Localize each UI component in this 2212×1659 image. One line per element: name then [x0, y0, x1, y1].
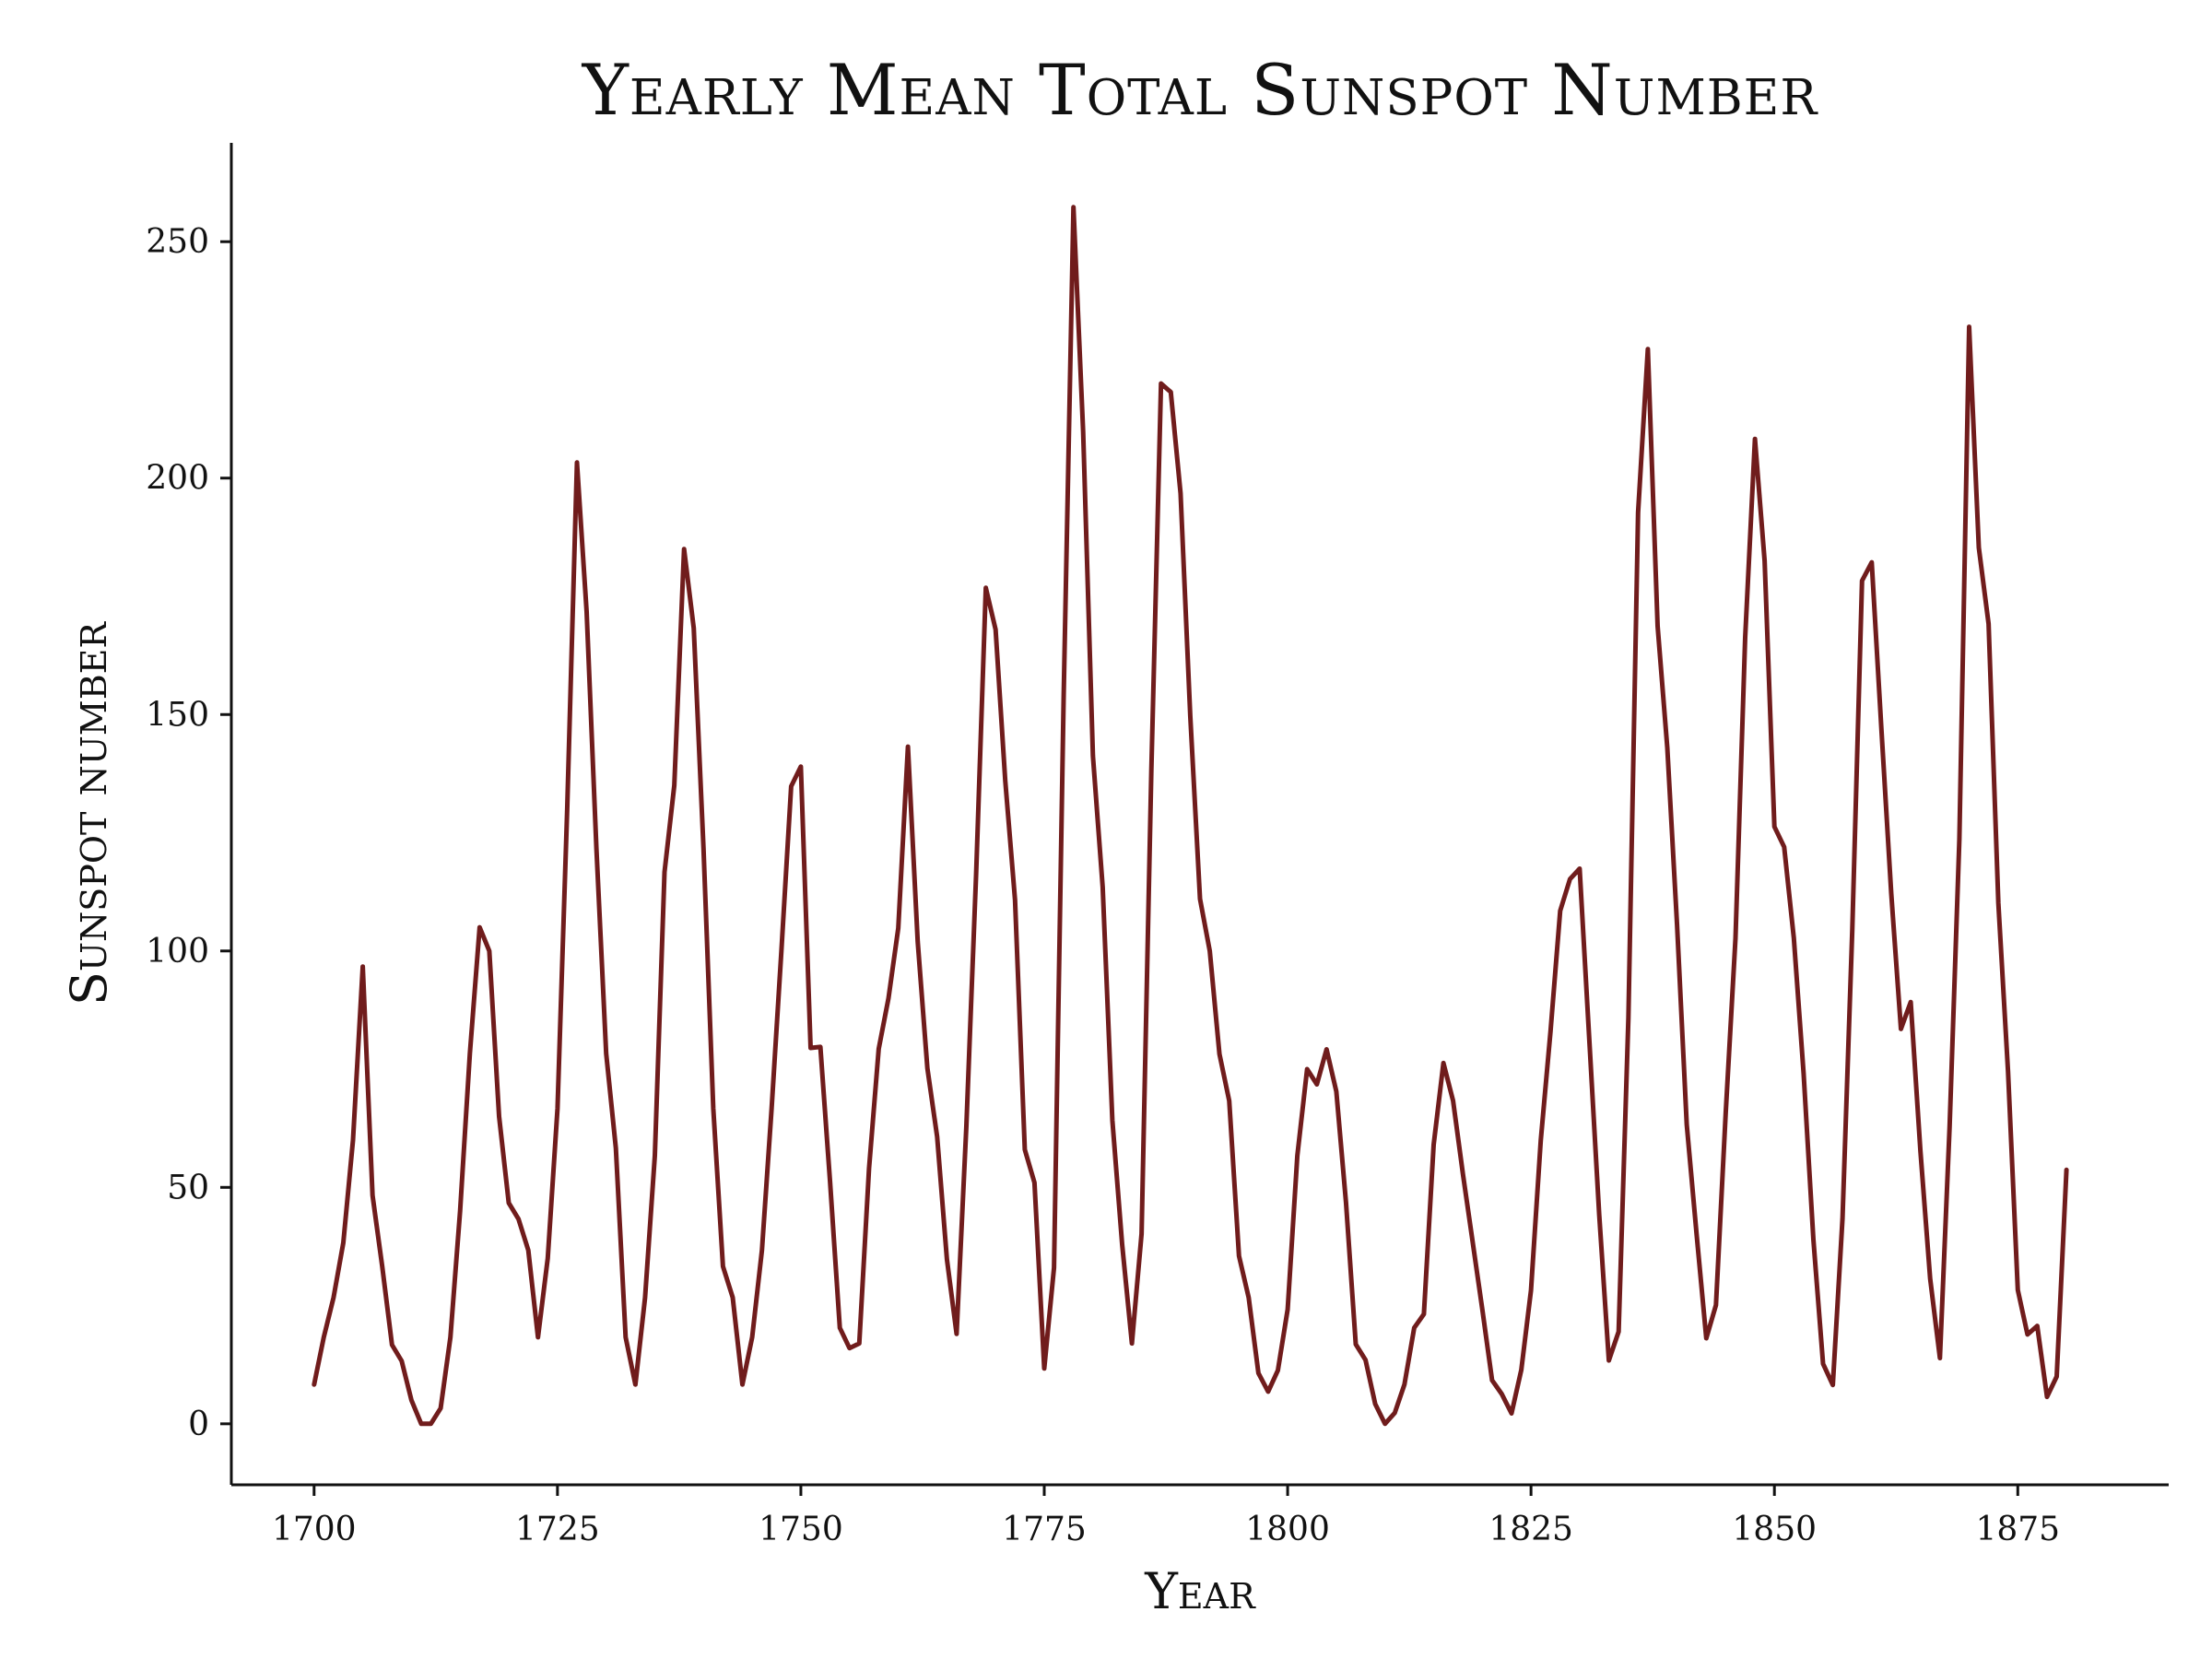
x-tick-label: 1850 [1732, 1511, 1817, 1548]
series-line [312, 205, 2069, 1427]
series-group [312, 205, 2069, 1427]
y-tick-label: 150 [146, 696, 209, 734]
y-axis-label: Sunspot number [60, 621, 118, 1006]
x-tick-label: 1725 [515, 1511, 600, 1548]
x-tick-label: 1750 [759, 1511, 843, 1548]
y-tick-label: 250 [146, 223, 209, 261]
y-tick-label: 0 [188, 1406, 209, 1443]
x-axis-ticks: 1700 1725 1750 1775 1800 1825 1850 1875 [272, 1485, 2060, 1548]
chart-title: Yearly Mean Total Sunspot Number [582, 49, 1819, 131]
x-tick-label: 1775 [1002, 1511, 1087, 1548]
y-tick-label: 200 [146, 460, 209, 498]
x-tick-label: 1875 [1975, 1511, 2060, 1548]
y-tick-label: 100 [146, 933, 209, 971]
y-tick-label: 50 [167, 1169, 209, 1206]
x-tick-label: 1825 [1488, 1511, 1573, 1548]
y-axis-ticks: 0 50 100 150 200 250 [146, 223, 231, 1443]
x-tick-label: 1700 [272, 1511, 357, 1548]
x-axis-label: Year [1144, 1562, 1256, 1620]
x-tick-label: 1800 [1245, 1511, 1330, 1548]
